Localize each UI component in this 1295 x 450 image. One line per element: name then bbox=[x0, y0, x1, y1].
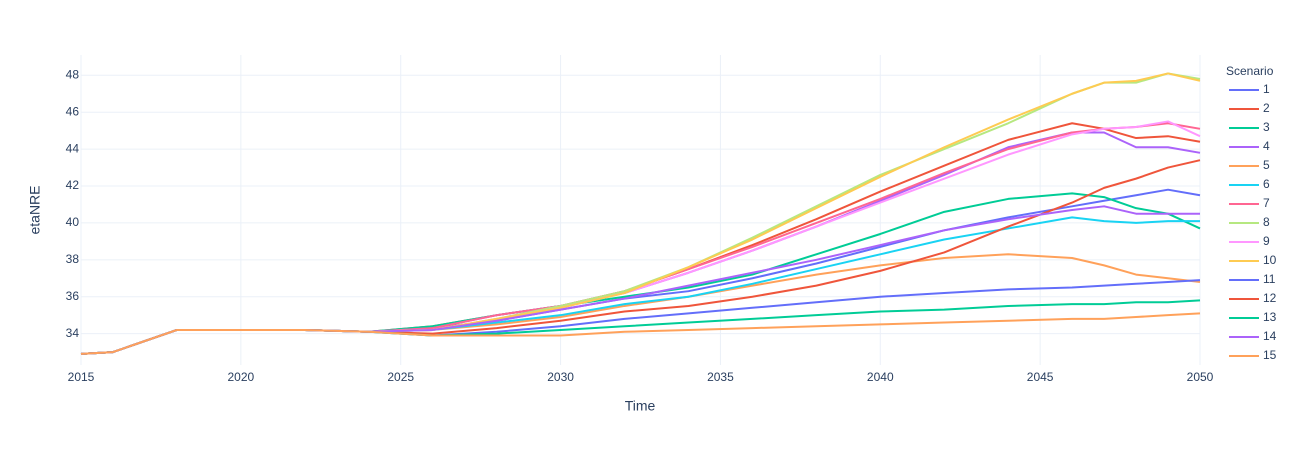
legend-label: 12 bbox=[1263, 291, 1277, 305]
y-tick-label: 36 bbox=[66, 289, 80, 303]
line-series bbox=[80, 279, 1201, 355]
legend-label: 9 bbox=[1263, 234, 1270, 248]
legend-label: 13 bbox=[1263, 310, 1277, 324]
legend-label: 3 bbox=[1263, 120, 1270, 134]
legend-label: 14 bbox=[1263, 329, 1277, 343]
x-tick-label: 2030 bbox=[547, 370, 574, 384]
line-series bbox=[80, 299, 1201, 355]
legend-label: 6 bbox=[1263, 177, 1270, 191]
legend-label: 8 bbox=[1263, 215, 1270, 229]
legend-label: 10 bbox=[1263, 253, 1277, 267]
legend-label: 15 bbox=[1263, 348, 1277, 362]
y-tick-label: 48 bbox=[66, 67, 80, 81]
legend-label: 7 bbox=[1263, 196, 1270, 210]
line-series bbox=[80, 312, 1201, 355]
y-tick-label: 40 bbox=[66, 215, 80, 229]
x-axis-title: Time bbox=[625, 398, 656, 414]
legend-label: 2 bbox=[1263, 101, 1270, 115]
y-tick-label: 44 bbox=[66, 141, 80, 155]
legend-title: Scenario bbox=[1226, 64, 1274, 78]
y-tick-label: 46 bbox=[66, 104, 80, 118]
x-tick-label: 2040 bbox=[867, 370, 894, 384]
y-tick-label: 38 bbox=[66, 252, 80, 266]
y-tick-label: 34 bbox=[66, 326, 80, 340]
legend-label: 11 bbox=[1263, 272, 1276, 286]
x-tick-label: 2025 bbox=[387, 370, 414, 384]
legend-label: 5 bbox=[1263, 158, 1270, 172]
line-series bbox=[80, 253, 1201, 355]
x-tick-label: 2015 bbox=[68, 370, 95, 384]
x-tick-label: 2045 bbox=[1027, 370, 1054, 384]
x-tick-label: 2035 bbox=[707, 370, 734, 384]
legend-label: 1 bbox=[1263, 82, 1270, 96]
legend-label: 4 bbox=[1263, 139, 1270, 153]
x-tick-label: 2020 bbox=[228, 370, 255, 384]
y-tick-label: 42 bbox=[66, 178, 80, 192]
y-axis-title: etaNRE bbox=[27, 185, 43, 234]
x-tick-label: 2050 bbox=[1187, 370, 1214, 384]
grid bbox=[80, 55, 1201, 365]
